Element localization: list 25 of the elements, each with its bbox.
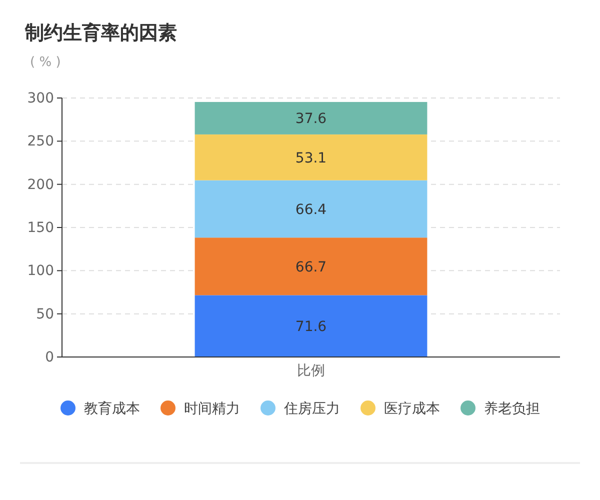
chart-title: 制约生育率的因素	[24, 22, 177, 44]
y-axis-title: ( % )	[30, 55, 61, 70]
bar	[194, 238, 428, 296]
bar	[194, 102, 428, 134]
legend-label: 教育成本	[84, 400, 140, 417]
data-label: 37.6	[295, 111, 327, 128]
y-tick-label: 50	[36, 306, 54, 322]
legend-label: 养老负担	[484, 401, 540, 417]
data-label: 71.6	[295, 319, 327, 336]
legend-label: 时间精力	[184, 401, 240, 417]
data-label: 66.7	[295, 259, 327, 276]
bar	[194, 295, 428, 357]
y-tick-label: 150	[27, 220, 54, 236]
bar	[194, 134, 428, 180]
y-tick-label: 250	[27, 134, 54, 150]
data-label: 66.4	[295, 202, 327, 218]
y-tick-label: 100	[27, 263, 54, 280]
y-tick-label: 300	[27, 90, 54, 106]
legend-label: 医疗成本	[384, 401, 440, 417]
y-tick-label: 200	[27, 176, 54, 193]
bar	[194, 180, 428, 238]
legend-label: 住房压力	[283, 401, 340, 417]
data-label: 53.1	[295, 150, 327, 166]
x-tick-label: 比例	[297, 362, 325, 379]
y-tick-label: 0	[45, 349, 54, 366]
